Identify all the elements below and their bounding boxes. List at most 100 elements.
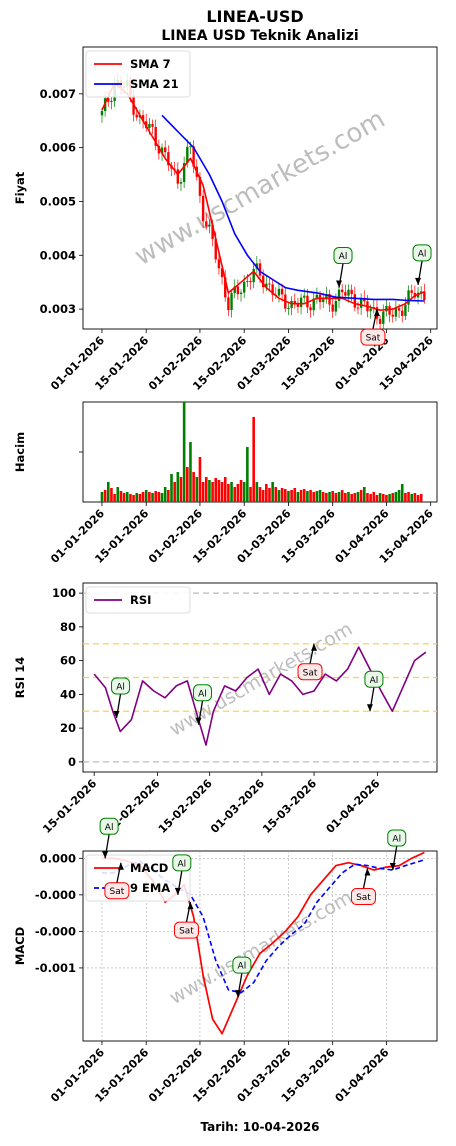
price-candle-body: [277, 288, 281, 296]
price-candle-body: [328, 294, 331, 305]
price-candle-body: [331, 304, 334, 312]
volume-bar: [223, 477, 227, 502]
price-candle-body: [315, 294, 319, 299]
volume-bar: [344, 493, 347, 502]
price-candle-body: [419, 291, 423, 293]
price-candle-body: [100, 111, 104, 116]
volume-bar: [204, 477, 208, 502]
rsi-panel-y-label: RSI 14: [13, 657, 27, 698]
rsi-panel-x-tick-label: 15-01-2026: [40, 777, 99, 836]
volume-bar: [246, 447, 249, 502]
volume-bar: [230, 482, 233, 502]
price-panel-annotation-label: Al: [418, 249, 427, 259]
volume-bar: [366, 493, 369, 502]
rsi-panel-annotation-arrowhead: [113, 711, 120, 718]
volume-bar: [350, 494, 353, 502]
volume-bar: [116, 487, 120, 502]
price-candle-body: [236, 286, 240, 295]
price-candle-body: [268, 283, 271, 285]
volume-bar: [394, 492, 398, 502]
price-candle-body: [233, 286, 236, 294]
price-candle-body: [293, 300, 296, 305]
macd-panel-annotation-arrowhead: [389, 863, 396, 870]
price-candle-body: [378, 318, 382, 324]
volume-bar: [176, 472, 180, 502]
price-panel-y-tick-label: 0.007: [40, 87, 76, 101]
macd-panel-annotation-arrowhead: [234, 990, 241, 998]
macd-panel-y-tick-label: 0.000: [40, 851, 76, 865]
rsi-panel-y-tick-label: 0: [68, 755, 76, 769]
volume-bar: [410, 494, 414, 502]
price-candle-body: [148, 123, 151, 129]
rsi-panel-legend-label: RSI: [130, 593, 151, 607]
rsi-panel-x-tick-label: 01-03-2026: [208, 777, 267, 836]
macd-panel-annotation-label: Al: [177, 859, 186, 869]
price-candle-body: [220, 268, 224, 278]
chart-footer: Tarih: 10-04-2026: [200, 1120, 319, 1134]
macd-panel-legend-label: 9 EMA: [130, 881, 170, 895]
volume-bar: [359, 490, 363, 502]
macd-panel-y-tick-label: -0.000: [35, 888, 76, 902]
price-candle-body: [182, 163, 186, 183]
price-candle-body: [337, 289, 341, 301]
rsi-panel-x-tick-label: 15-03-2026: [260, 777, 319, 836]
price-panel-watermark: www.uscmarkets.com: [130, 104, 391, 272]
price-panel-annotation-arrowhead: [415, 277, 422, 285]
price-candle-body: [350, 289, 353, 295]
volume-bar: [400, 484, 404, 502]
price-panel-annotation-box: [333, 247, 353, 265]
volume-bar: [293, 488, 297, 502]
volume-bar: [255, 482, 259, 502]
price-candle-body: [224, 277, 227, 298]
price-candle-body: [214, 238, 217, 260]
price-candle-body: [391, 314, 394, 317]
price-candle-body: [192, 146, 195, 167]
volume-bar: [160, 493, 164, 502]
chart-subtitle: LINEA USD Teknik Analizi: [161, 28, 358, 44]
volume-bar: [157, 492, 161, 502]
price-panel-legend-label: SMA 21: [130, 77, 179, 91]
volume-bar: [309, 490, 312, 502]
price-candle-body: [353, 294, 357, 308]
price-candle-body: [296, 304, 300, 307]
price-candle-body: [306, 295, 309, 308]
macd-panel-watermark: www.uscmarkets.com: [166, 886, 356, 1009]
price-candle-body: [135, 114, 138, 118]
volume-bar: [154, 491, 157, 502]
price-panel-annotation-arrowhead: [336, 280, 343, 288]
price-candle-body: [167, 152, 170, 166]
volume-bar: [391, 493, 395, 502]
macd-panel-annotation-label: Al: [105, 823, 114, 833]
price-candle-body: [407, 290, 410, 305]
price-candle-body: [340, 289, 344, 293]
volume-bar: [236, 484, 240, 502]
volume-bar: [315, 491, 319, 502]
price-candle-body: [397, 308, 401, 311]
volume-bar: [261, 490, 265, 502]
price-candle-body: [217, 259, 221, 269]
price-candle-body: [141, 115, 145, 122]
volume-bar: [347, 492, 350, 502]
volume-bar: [375, 495, 379, 502]
macd-panel-annotation-arrowhead: [187, 902, 194, 910]
macd-panel-annotation-arrowhead: [102, 851, 109, 859]
volume-bar: [306, 491, 309, 502]
macd-panel-frame: [82, 850, 438, 1042]
volume-bar: [340, 490, 344, 502]
macd-panel-x-tick-label: 01-04-2026: [333, 1046, 392, 1105]
macd-panel-annotation-label: Sat: [356, 893, 371, 903]
rsi-panel-annotation-label: Sat: [303, 668, 318, 678]
macd-panel-annotation-box: [99, 817, 119, 835]
volume-bar: [318, 490, 322, 502]
rsi-panel-annotation-arrowhead: [366, 704, 373, 712]
price-panel-y-label: Fiyat: [13, 171, 27, 204]
price-sma21-line: [161, 114, 425, 302]
price-candle-body: [201, 195, 205, 222]
volume-bar: [416, 495, 420, 502]
volume-bar: [353, 493, 357, 502]
price-candle-body: [186, 146, 189, 164]
price-candle-body: [107, 98, 110, 102]
rsi-panel-annotation-box: [364, 670, 384, 688]
